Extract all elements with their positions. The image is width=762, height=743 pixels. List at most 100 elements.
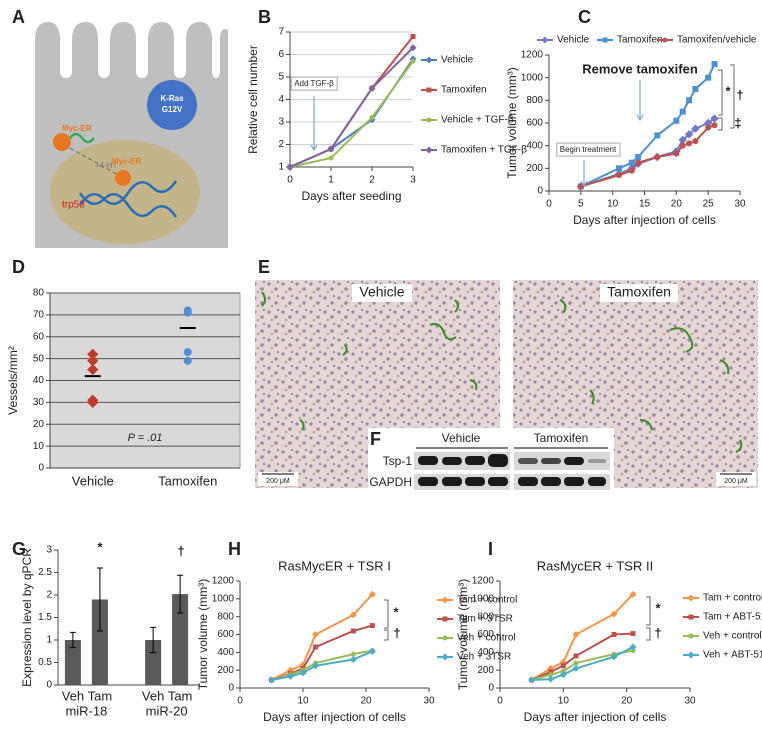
marker — [350, 651, 356, 657]
marker — [286, 163, 294, 171]
marker — [628, 167, 635, 174]
marker — [616, 165, 623, 172]
marker — [691, 124, 700, 133]
annotation: * — [393, 604, 399, 619]
error-bar — [96, 567, 103, 632]
legend-label: Vehicle — [557, 35, 590, 46]
series-line — [289, 58, 414, 168]
blot-row: GAPDH — [369, 475, 412, 489]
marker — [687, 651, 695, 659]
series-line — [531, 632, 634, 681]
y-tick-label: 20 — [33, 419, 45, 430]
series-line — [289, 35, 414, 168]
marker — [602, 37, 608, 43]
x-tick-label: Veh — [62, 688, 84, 703]
dna — [78, 180, 178, 218]
marker — [368, 84, 376, 92]
marker — [673, 150, 680, 157]
myc-er-label: Myc-ER — [112, 157, 142, 166]
y-tick-label: 7 — [278, 27, 284, 38]
error-bar — [150, 626, 157, 654]
legend-label: Veh + 3TSR — [457, 652, 511, 663]
y-tick-label: 5 — [278, 72, 284, 83]
marker — [183, 348, 192, 357]
marker — [635, 159, 642, 166]
marker — [368, 590, 376, 598]
marker — [368, 647, 376, 655]
x-tick-label: 5 — [578, 199, 584, 210]
significance-bracket — [384, 599, 389, 629]
hormone-label: +4-HT — [95, 161, 118, 170]
series-line — [289, 60, 414, 168]
x-tick-label: Veh — [142, 688, 164, 703]
myc-er-label: Myc-ER — [62, 124, 92, 133]
y-tick-label: 2.5 — [38, 567, 52, 578]
vessels — [261, 291, 743, 453]
bar — [91, 599, 108, 685]
er-domain — [69, 132, 95, 144]
panel-label: B — [258, 7, 271, 27]
marker — [369, 623, 375, 629]
legend-label: Veh + control — [703, 631, 762, 642]
y-tick-label: 400 — [217, 647, 234, 658]
myc-er-protein — [53, 133, 71, 151]
y-tick-label: 30 — [33, 397, 45, 408]
y-axis-label: Expression level by qPCR — [20, 548, 34, 687]
annotation: † — [736, 87, 743, 102]
y-axis-label: Vessels/mm² — [6, 346, 20, 415]
marker — [312, 631, 320, 638]
y-tick-label: 1200 — [472, 576, 495, 587]
annotation-box — [556, 142, 621, 157]
annotation: † — [177, 543, 184, 558]
image-label: Tamoxifen — [607, 284, 671, 300]
legend-label: Tam + ABT-510 — [703, 612, 762, 623]
myc-er-bound — [115, 170, 131, 186]
scale-box — [258, 472, 298, 486]
legend-label: Veh + ABT-510 — [703, 650, 762, 661]
panel-label: I — [488, 539, 493, 559]
y-axis-label: Tumor volume (mm³) — [505, 67, 519, 179]
y-tick-label: 800 — [526, 95, 543, 106]
y-tick-label: 400 — [477, 647, 494, 658]
y-tick-label: 600 — [526, 118, 543, 129]
gene-label: trp53 — [62, 200, 85, 211]
marker — [673, 117, 680, 124]
marker — [87, 396, 99, 408]
error-bar — [69, 631, 76, 649]
bands — [418, 454, 606, 486]
x-axis-label: Days after injection of cells — [263, 710, 406, 724]
legend-label: Veh + control — [457, 633, 516, 644]
marker — [573, 653, 579, 659]
marker — [630, 648, 636, 654]
y-tick-label: 0.5 — [38, 657, 52, 668]
annotation: Remove tamoxifen — [582, 61, 698, 76]
marker — [692, 86, 699, 92]
marker — [442, 616, 448, 622]
y-tick-label: 1200 — [212, 576, 235, 587]
y-tick-label: 70 — [33, 310, 45, 321]
series-line — [289, 47, 414, 168]
x-axis-label: Days after seeding — [301, 189, 401, 203]
marker — [349, 611, 357, 619]
annotation: ‡ — [734, 115, 741, 130]
annotation: † — [393, 625, 400, 640]
legend-label: Vehicle + TGF-β — [441, 115, 514, 126]
x-tick-label: 30 — [423, 696, 435, 707]
chart-title: RasMycER + TSR II — [537, 558, 653, 573]
marker — [686, 140, 693, 147]
significance-bracket — [730, 64, 735, 129]
y-tick-label: 60 — [33, 331, 45, 342]
marker — [328, 155, 334, 161]
y-tick-label: 2 — [46, 590, 52, 601]
panel-label: G — [12, 539, 26, 559]
significance-bracket — [646, 627, 651, 641]
marker — [688, 633, 694, 639]
marker — [654, 132, 661, 139]
y-tick-label: 1.5 — [38, 612, 52, 623]
series-line — [271, 650, 373, 681]
marker — [559, 671, 567, 679]
marker — [610, 653, 618, 661]
y-tick-label: 80 — [33, 288, 45, 299]
x-tick-label: 30 — [734, 199, 746, 210]
